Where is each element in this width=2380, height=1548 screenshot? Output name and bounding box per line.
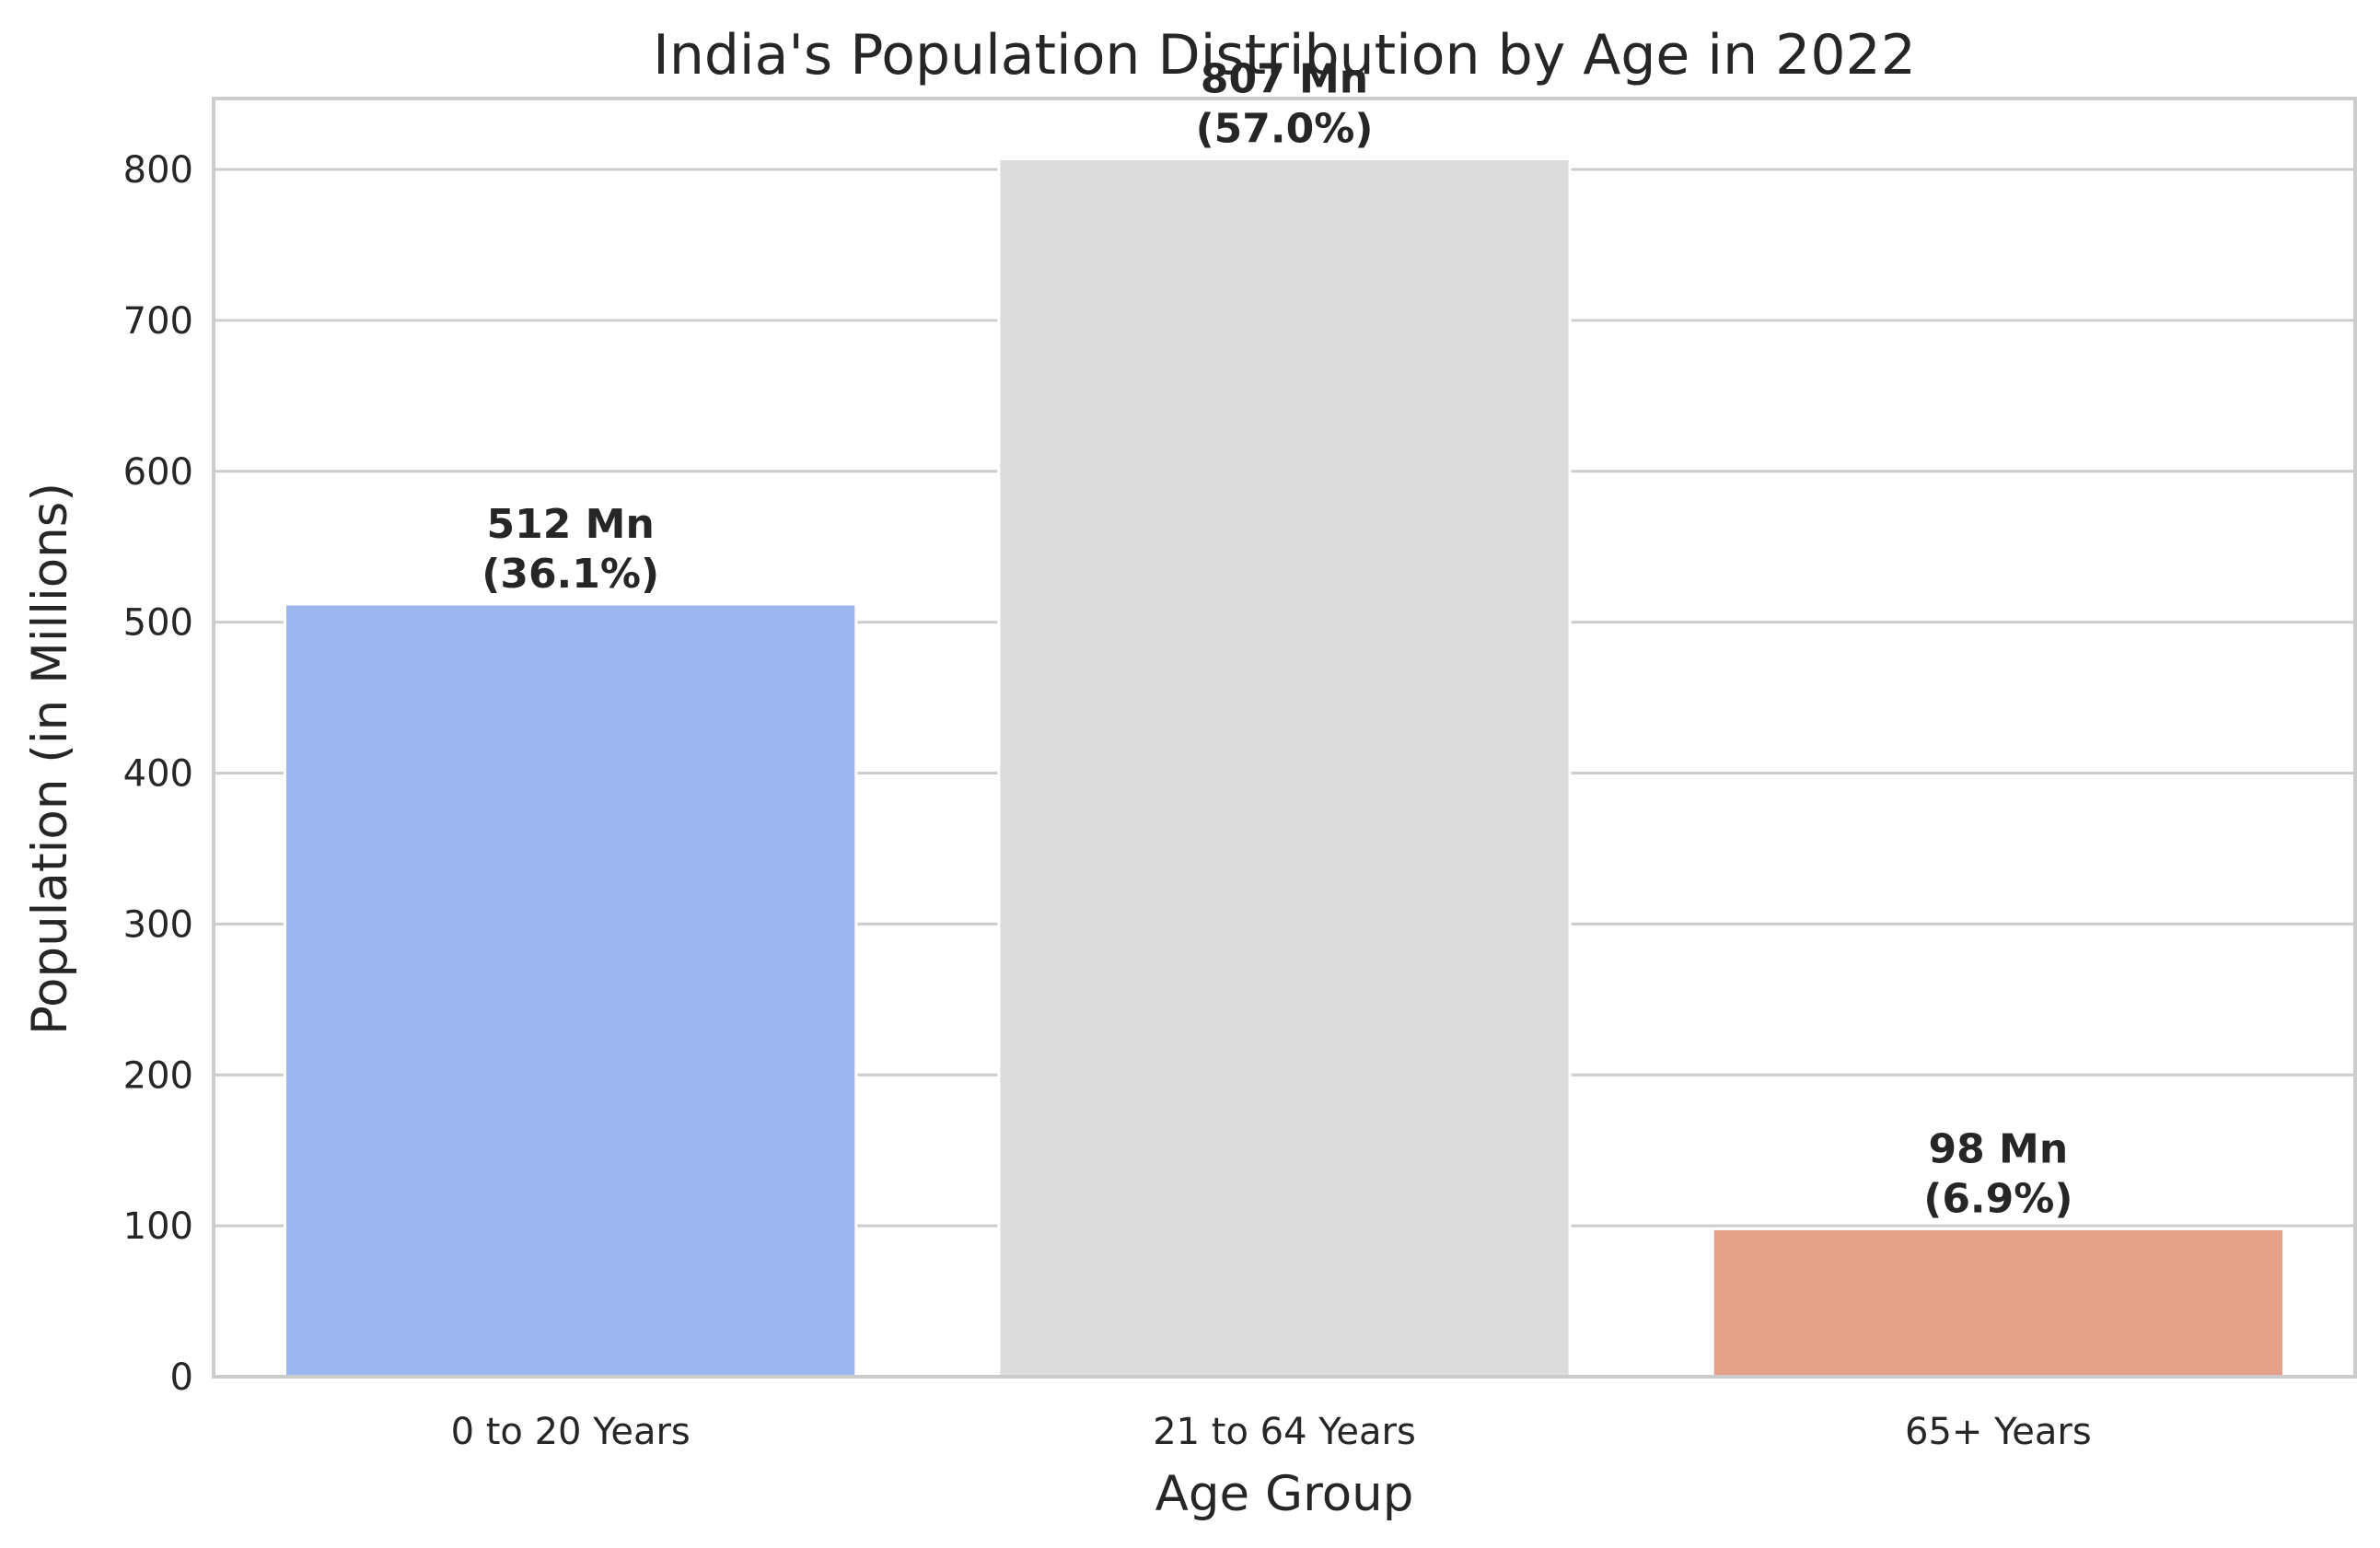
y-axis-label: Population (in Millions) bbox=[22, 483, 78, 1035]
y-tick-label: 300 bbox=[123, 903, 193, 946]
y-tick-label: 100 bbox=[123, 1205, 193, 1248]
chart-title: India's Population Distribution by Age i… bbox=[653, 23, 1916, 87]
x-tick-label: 21 to 64 Years bbox=[1153, 1411, 1416, 1453]
data-label-value: 807 Mn bbox=[1201, 56, 1368, 103]
x-tick-label: 0 to 20 Years bbox=[451, 1411, 691, 1453]
data-label-percent: (57.0%) bbox=[1196, 106, 1374, 153]
data-label-percent: (6.9%) bbox=[1923, 1175, 2072, 1222]
y-tick-label: 500 bbox=[123, 602, 193, 645]
y-tick-label: 800 bbox=[123, 149, 193, 192]
y-tick-labels: 0 100 200 300 400 500 600 700 800 bbox=[123, 149, 193, 1399]
bars bbox=[284, 157, 2285, 1379]
bar-2 bbox=[997, 157, 1572, 1379]
bar-1 bbox=[284, 602, 858, 1379]
data-label-value: 98 Mn bbox=[1928, 1125, 2068, 1172]
y-tick-label: 200 bbox=[123, 1054, 193, 1097]
y-tick-label: 700 bbox=[123, 300, 193, 343]
plot-frame bbox=[212, 97, 2357, 1379]
y-tick-label: 0 bbox=[170, 1356, 193, 1399]
y-tick-label: 600 bbox=[123, 451, 193, 494]
y-tick-label: 400 bbox=[123, 753, 193, 796]
data-label-percent: (36.1%) bbox=[482, 551, 659, 598]
x-axis-label: Age Group bbox=[1155, 1466, 1414, 1522]
x-tick-label: 65+ Years bbox=[1905, 1411, 2092, 1453]
data-label-value: 512 Mn bbox=[487, 501, 655, 548]
bar-3 bbox=[1711, 1227, 2285, 1379]
x-tick-labels: 0 to 20 Years 21 to 64 Years 65+ Years bbox=[451, 1411, 2092, 1453]
data-labels: 512 Mn(36.1%) 807 Mn(57.0%) 98 Mn(6.9%) bbox=[482, 56, 2072, 1223]
